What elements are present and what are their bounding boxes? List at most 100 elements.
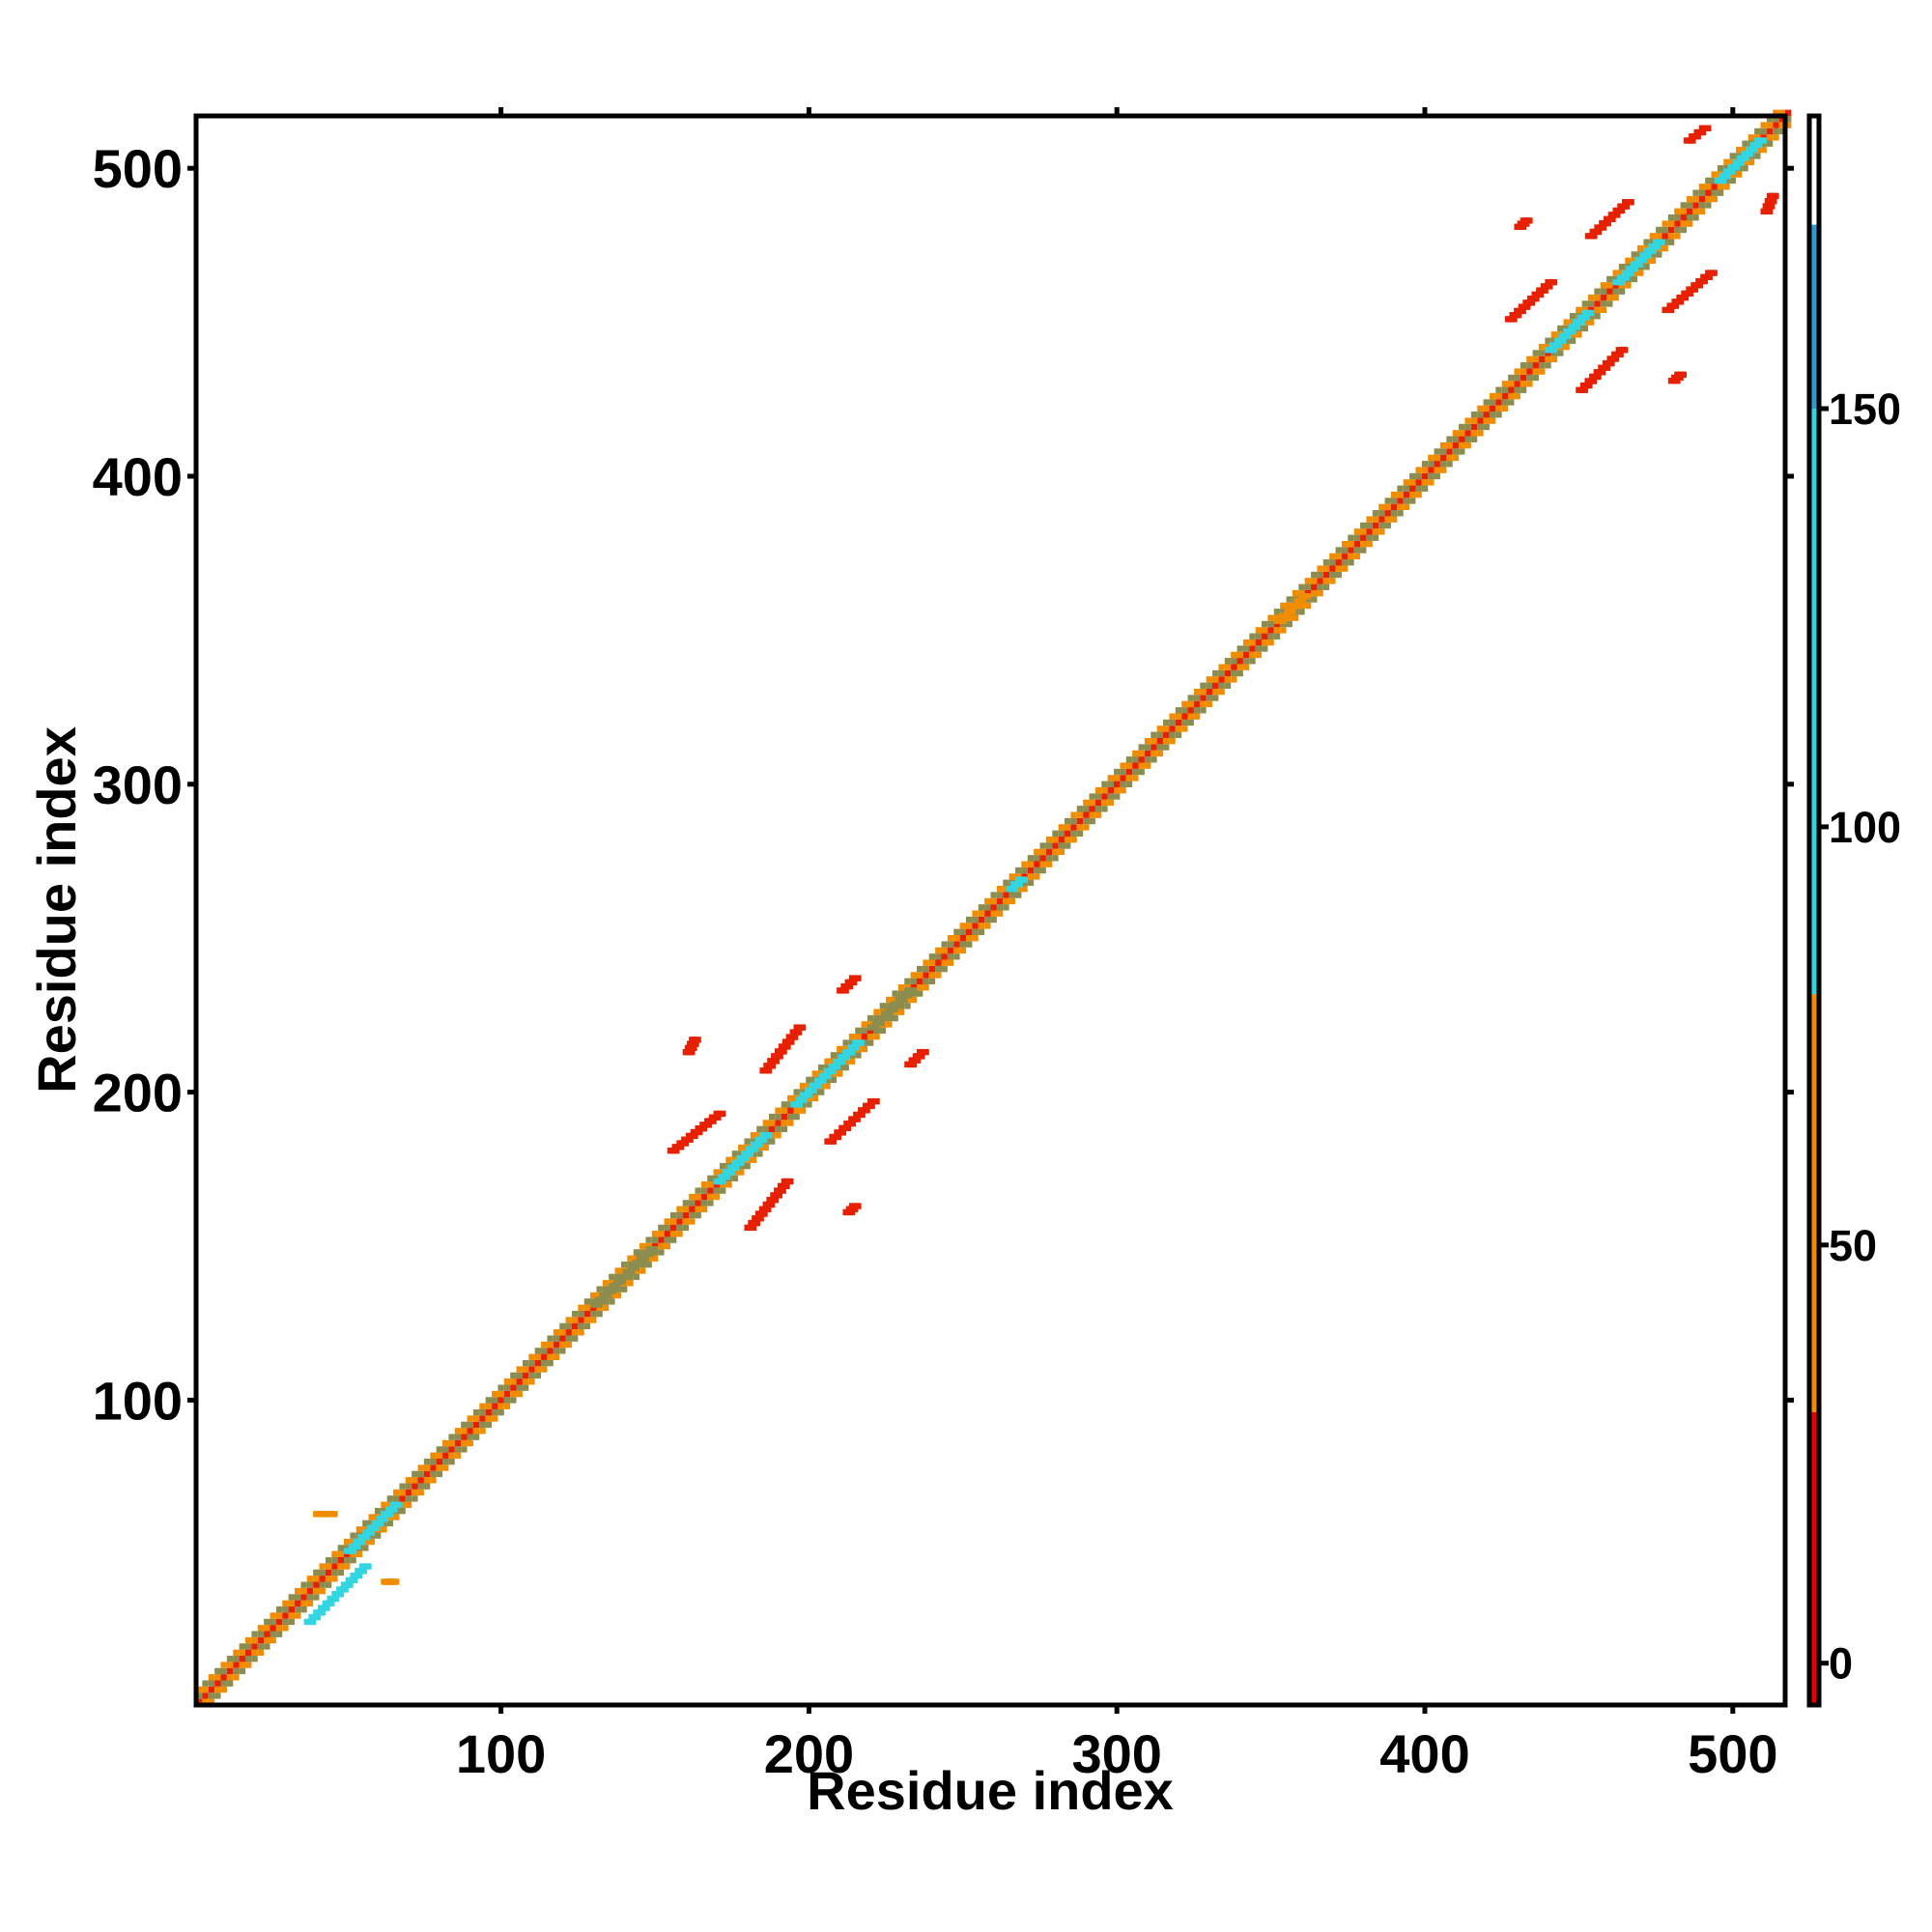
heatmap-cell — [1009, 897, 1016, 905]
heatmap-cell — [1600, 369, 1606, 376]
heatmap-cell — [990, 916, 997, 923]
heatmap-cell — [226, 1655, 234, 1662]
heatmap-cell — [1778, 122, 1785, 128]
heatmap-cell — [492, 1408, 498, 1416]
heatmap-cell — [1138, 750, 1145, 757]
heatmap-cell — [1070, 836, 1077, 843]
heatmap-cell — [627, 1280, 634, 1287]
heatmap-cell — [695, 1200, 701, 1207]
heatmap-cell — [251, 1636, 258, 1644]
heatmap-cell — [1009, 873, 1016, 880]
heatmap-cell — [1656, 226, 1662, 234]
heatmap-cell — [1114, 793, 1121, 800]
heatmap-cell — [1144, 756, 1151, 763]
heatmap-cell — [1747, 134, 1755, 141]
heatmap-cell — [1322, 583, 1330, 590]
heatmap-cell — [682, 1218, 690, 1225]
heatmap-cell — [1489, 412, 1496, 418]
heatmap-cell — [275, 1618, 283, 1626]
heatmap-cell — [1724, 173, 1732, 180]
heatmap-cell — [1193, 713, 1201, 720]
heatmap-cell — [1094, 793, 1102, 800]
heatmap-cell — [1132, 756, 1139, 763]
heatmap-cell — [910, 978, 917, 985]
heatmap-cell — [1101, 806, 1108, 812]
heatmap-cell — [596, 1310, 603, 1318]
heatmap-cell — [781, 1113, 788, 1121]
heatmap-cell — [1501, 392, 1509, 400]
heatmap-cell — [1384, 503, 1391, 511]
heatmap-cell — [1600, 224, 1607, 231]
heatmap-cell — [378, 1520, 384, 1527]
heatmap-cell — [583, 1322, 591, 1330]
heatmap-cell — [1200, 688, 1207, 696]
heatmap-cell — [202, 1698, 209, 1705]
heatmap-cell — [1459, 430, 1465, 437]
heatmap-cell — [1039, 848, 1046, 856]
heatmap-cell — [1341, 547, 1349, 554]
heatmap-cell — [503, 1390, 511, 1398]
heatmap-cell — [1662, 220, 1668, 227]
heatmap-cell — [534, 1372, 542, 1379]
heatmap-cell — [905, 991, 913, 999]
heatmap-cell — [1403, 479, 1410, 486]
heatmap-cell — [313, 1587, 320, 1595]
heatmap-cell — [547, 1359, 554, 1367]
heatmap-cell — [752, 1146, 758, 1152]
heatmap-cell — [196, 1686, 203, 1693]
heatmap-cell — [996, 904, 1004, 911]
heatmap-cell — [1682, 294, 1690, 301]
heatmap-cell — [1003, 892, 1009, 898]
heatmap-cell — [565, 1335, 572, 1342]
heatmap-cell — [842, 1039, 849, 1046]
heatmap-cell — [996, 892, 1004, 898]
heatmap-cell — [664, 1218, 670, 1225]
heatmap-cell — [522, 1359, 529, 1367]
heatmap-cell — [811, 1094, 818, 1102]
heatmap-cell — [257, 1636, 265, 1644]
heatmap-cell — [355, 1526, 363, 1533]
heatmap-cell — [624, 1273, 631, 1281]
colorbar-tick-label: 150 — [1829, 384, 1901, 434]
heatmap-cell — [1397, 503, 1404, 511]
heatmap-cell — [325, 1576, 332, 1582]
heatmap-cell — [1439, 454, 1447, 462]
heatmap-cell — [1058, 830, 1065, 837]
heatmap-cell — [1495, 386, 1502, 393]
heatmap-cell — [793, 1089, 800, 1095]
heatmap-cell — [399, 1507, 406, 1515]
heatmap-cell — [1156, 725, 1164, 732]
heatmap-cell — [700, 1193, 708, 1201]
heatmap-cell — [360, 1568, 367, 1575]
heatmap-cell — [1218, 688, 1225, 696]
heatmap-cell — [423, 1483, 431, 1490]
heatmap-cell — [839, 1129, 847, 1136]
heatmap-cell — [485, 1403, 493, 1409]
heatmap-cell — [1586, 382, 1593, 389]
heatmap-cell — [695, 1037, 701, 1043]
heatmap-cell — [479, 1408, 486, 1416]
heatmap-cell — [1711, 189, 1718, 196]
heatmap-cell — [947, 953, 954, 960]
heatmap-cell — [1089, 793, 1095, 800]
heatmap-cell — [1520, 307, 1526, 315]
heatmap-cell — [1692, 189, 1699, 196]
heatmap-cell — [202, 1686, 209, 1693]
heatmap-cell — [628, 1268, 636, 1276]
heatmap-cell — [728, 1169, 735, 1176]
heatmap-cell — [1151, 737, 1157, 745]
heatmap-cell — [1501, 405, 1509, 412]
heatmap-cell — [202, 1680, 209, 1687]
heatmap-cell — [1785, 122, 1792, 128]
heatmap-cell — [479, 1403, 486, 1409]
heatmap-cell — [1464, 430, 1471, 437]
heatmap-cell — [1742, 165, 1748, 172]
y-tick-label: 500 — [93, 138, 183, 199]
heatmap-cell — [705, 1122, 712, 1128]
heatmap-cell — [1477, 405, 1484, 412]
heatmap-cell — [331, 1550, 338, 1557]
heatmap-cell — [1242, 651, 1250, 659]
heatmap-cell — [1107, 781, 1115, 787]
heatmap-cell — [1686, 202, 1693, 209]
heatmap-cell — [799, 1024, 807, 1031]
